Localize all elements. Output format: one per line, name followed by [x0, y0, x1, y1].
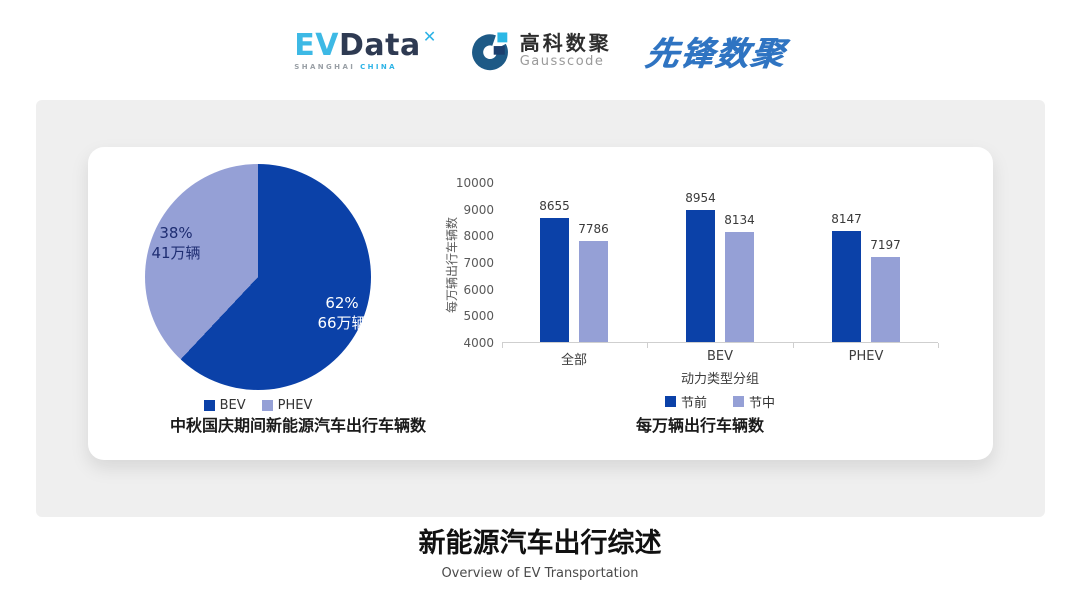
evdata-ev-text: EV [294, 28, 339, 63]
bar-plot-area: 8655 8954 8147 7786 8134 7197 全部 BEV PHEV [502, 183, 939, 368]
pie-label-phev-amount: 41万辆 [151, 244, 201, 262]
legend-swatch-phev [261, 400, 273, 411]
pie-legend-item-bev: BEV [203, 398, 246, 413]
bar-value-节前-PHEV: 8147 [831, 212, 862, 227]
x-tick-mark-0 [502, 343, 503, 348]
legend-label-节前: 节前 [680, 396, 707, 411]
bar-value-节中-全部: 7786 [578, 222, 609, 237]
bar-value-节前-BEV: 8954 [685, 190, 716, 205]
y-tick-5000: 5000 [463, 309, 494, 324]
report-panel: 38% 41万辆 62% 66万辆 BEV PHEV 中秋国庆期间新能源汽车 [36, 100, 1045, 517]
legend-swatch-bev [203, 400, 215, 411]
page-subtitle: Overview of EV Transportation [441, 566, 639, 581]
legend-label-节中: 节中 [749, 396, 776, 411]
bar-x-axis-label: 动力类型分组 [680, 372, 759, 387]
y-tick-8000: 8000 [463, 229, 494, 244]
x-category-BEV: BEV [706, 349, 734, 364]
evdata-logo: EVData ✕ SHANGHAI CHINA [294, 27, 436, 71]
legend-swatch-节中 [733, 396, 744, 407]
pie-chart-title: 中秋国庆期间新能源汽车出行车辆数 [169, 416, 426, 435]
bar-value-节中-PHEV: 7197 [870, 237, 901, 252]
legend-swatch-节前 [664, 396, 676, 407]
bar-节中-PHEV [871, 256, 900, 342]
gausscode-cn-name: 高科数聚 [519, 31, 612, 56]
y-tick-7000: 7000 [463, 256, 494, 270]
y-tick-10000: 10000 [455, 176, 494, 190]
gausscode-logo: 高科数聚 Gausscode [469, 30, 612, 72]
evdata-tagline-shanghai: SHANGHAI [294, 63, 356, 71]
evdata-data-text: Data [338, 28, 421, 63]
evdata-wordmark: EVData ✕ [294, 27, 436, 63]
gausscode-en-name: Gausscode [519, 54, 605, 70]
logo-bar: EVData ✕ SHANGHAI CHINA 高科数聚 Gausscode 先锋… [0, 18, 1080, 84]
charts-card: 38% 41万辆 62% 66万辆 BEV PHEV 中秋国庆期间新能源汽车 [88, 147, 993, 460]
bar-chart-section: 每万辆出行车辆数 4000 5000 6000 7000 8000 9000 10000 8… [428, 147, 993, 460]
y-tick-4000: 4000 [463, 336, 494, 350]
x-tick-mark-1 [647, 343, 648, 348]
bar-节前-PHEV [832, 231, 861, 342]
evdata-tagline-china: CHINA [360, 63, 398, 71]
pie-label-bev: 62% 66万辆 [317, 293, 366, 334]
x-tick-mark-3 [938, 343, 939, 348]
bar-节中-全部 [579, 241, 608, 342]
bar-legend-item-节前: 节前 [664, 392, 707, 411]
pie-label-phev-percent: 38% [159, 223, 193, 242]
bar-legend-item-节中: 节中 [733, 392, 775, 411]
gausscode-text: 高科数聚 Gausscode [520, 32, 612, 70]
pie-legend-item-phev: PHEV [261, 398, 313, 413]
y-tick-9000: 9000 [463, 202, 494, 217]
y-tick-6000: 6000 [463, 282, 494, 297]
bar-y-axis-ticks: 4000 5000 6000 7000 8000 9000 10000 [434, 176, 494, 350]
pie-legend: BEV PHEV [145, 398, 371, 413]
pie-chart: 38% 41万辆 62% 66万辆 [145, 164, 371, 390]
gausscode-g-icon [471, 32, 508, 71]
x-category-PHEV: PHEV [848, 349, 884, 364]
bar-legend: 节前 节中 [502, 392, 938, 411]
evdata-tagline: SHANGHAI CHINA [294, 63, 420, 71]
bar-value-节中-BEV: 8134 [724, 212, 755, 227]
pie-chart-section: 38% 41万辆 62% 66万辆 BEV PHEV 中秋国庆期间新能源汽车 [88, 147, 508, 460]
bar-chart-title: 每万辆出行车辆数 [635, 416, 764, 435]
pie-label-bev-amount: 66万辆 [317, 314, 367, 332]
pioneer-logo: 先锋数聚 [642, 34, 789, 73]
bar-节前-全部 [540, 217, 569, 342]
bar-节中-BEV [725, 231, 754, 342]
pie-label-phev: 38% 41万辆 [151, 223, 200, 264]
page-title: 新能源汽车出行综述 [418, 528, 662, 559]
x-category-全部: 全部 [560, 353, 588, 368]
x-tick-mark-2 [793, 343, 794, 348]
evdata-x-icon: ✕ [422, 27, 437, 46]
bar-节前-BEV [686, 209, 715, 342]
pie-label-bev-percent: 62% [325, 293, 359, 312]
legend-label-bev: BEV [219, 398, 246, 413]
legend-label-phev: PHEV [277, 398, 313, 413]
bar-value-节前-全部: 8655 [539, 198, 570, 213]
